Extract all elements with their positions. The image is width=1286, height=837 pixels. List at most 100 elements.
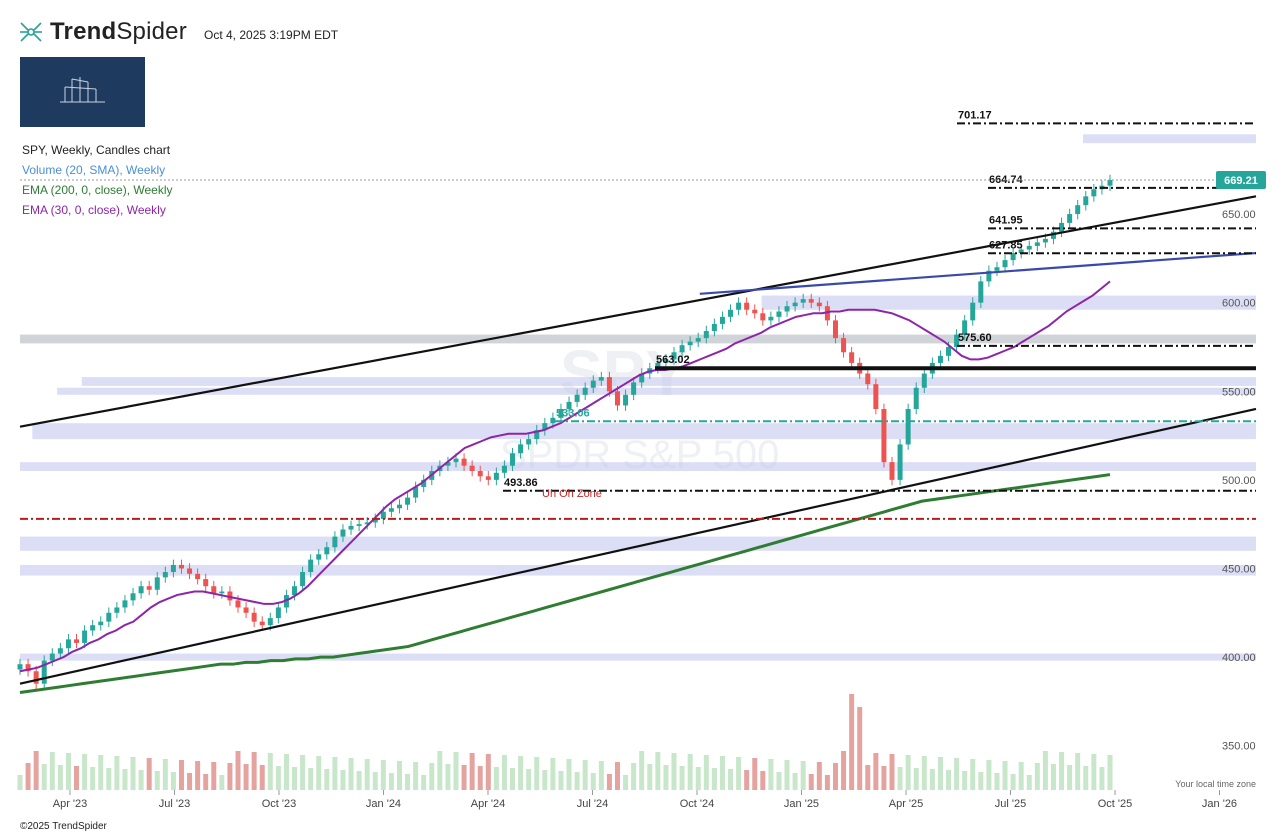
volume-bar [614, 762, 620, 790]
volume-bar [405, 774, 411, 790]
candle-body [542, 423, 548, 431]
legend-volume[interactable]: Volume (20, SMA), Weekly [22, 163, 166, 177]
x-tick-label: Jan '24 [366, 798, 401, 810]
candle-body [937, 355, 943, 363]
volume-bar [316, 756, 322, 790]
candle-body [590, 380, 596, 388]
candle-body [106, 612, 112, 622]
volume-bar [776, 772, 782, 790]
volume-bar [865, 765, 871, 790]
level-label: 641.95 [989, 214, 1023, 226]
candle-body [493, 472, 499, 480]
volume-bar [808, 774, 814, 790]
x-tick-label: Apr '23 [53, 798, 88, 810]
volume-bar [929, 769, 935, 790]
candle-body [348, 525, 354, 530]
candle-body [90, 625, 96, 631]
candle-body [574, 394, 580, 402]
volume-bar [243, 764, 249, 790]
volume-bar [744, 770, 750, 790]
volume-bar [138, 770, 144, 790]
candle-body [719, 316, 725, 324]
volume-bar [82, 754, 88, 790]
level-label: 575.60 [958, 332, 992, 344]
candle-body [808, 299, 814, 303]
candle-body [832, 320, 838, 339]
volume-bar [994, 773, 1000, 790]
volume-bar [413, 762, 419, 790]
legend-ema200[interactable]: EMA (200, 0, close), Weekly [22, 183, 173, 197]
y-tick-label: 450.00 [1222, 563, 1256, 575]
candle-body [978, 281, 984, 303]
volume-bar [485, 754, 491, 790]
volume-bar [195, 761, 201, 790]
candle-body [792, 302, 798, 307]
y-tick-label: 400.00 [1222, 652, 1256, 664]
candle-body [881, 408, 887, 463]
volume-bar [1075, 753, 1081, 790]
candle-body [461, 458, 467, 466]
zone-band [81, 377, 1256, 386]
candle-body [251, 612, 257, 622]
volume-bar [356, 771, 362, 790]
volume-bar [598, 761, 604, 790]
volume-bar [267, 753, 273, 790]
candle-body [736, 302, 742, 310]
candle-body [631, 382, 637, 395]
candle-body [243, 607, 249, 613]
candle-body [889, 462, 895, 480]
candle-body [41, 660, 47, 684]
volume-bar [954, 758, 960, 790]
volume-bar [259, 765, 265, 790]
volume-bar [534, 757, 540, 790]
candle-body [275, 607, 281, 619]
volume-bar [728, 769, 734, 790]
annotation-label: Uh Oh Zone [542, 488, 602, 500]
candle-body [784, 306, 790, 312]
candle-body [946, 346, 952, 356]
candle-body [1059, 222, 1065, 232]
zone-band [761, 295, 1256, 310]
candle-body [800, 299, 806, 303]
candle-body [655, 362, 661, 369]
trendline [19, 195, 1257, 428]
candle-body [203, 579, 209, 587]
volume-bar [962, 771, 968, 790]
volume-bar [98, 755, 104, 790]
level-label: 701.17 [958, 109, 992, 121]
volume-bar [74, 766, 80, 790]
volume-bar [703, 755, 709, 790]
level-label: 533.06 [556, 407, 590, 419]
zone-band [57, 387, 1257, 395]
candle-body [82, 630, 88, 643]
volume-bar [590, 773, 596, 790]
volume-bar [348, 758, 354, 790]
candle-body [962, 320, 968, 335]
volume-bar [832, 763, 838, 790]
volume-bar [655, 752, 661, 790]
volume-bar [1010, 774, 1016, 790]
candle-body [98, 621, 104, 626]
legend-ema30[interactable]: EMA (30, 0, close), Weekly [22, 203, 166, 217]
volume-bar [1091, 754, 1097, 790]
x-tick-label: Oct '23 [262, 798, 297, 810]
volume-bar [687, 754, 693, 790]
candle-body [324, 547, 330, 555]
ema200-line [19, 473, 1111, 695]
volume-bar [211, 762, 217, 790]
level-label: 563.02 [656, 354, 690, 366]
zone-band [20, 334, 1256, 344]
volume-bar [760, 771, 766, 790]
candle-body [921, 373, 927, 388]
candle-body [639, 373, 645, 383]
candle-body [332, 536, 338, 548]
candle-body [445, 462, 451, 466]
candle-body [752, 309, 758, 314]
volume-bar [380, 760, 386, 790]
candle-body [606, 377, 612, 392]
level-label: 493.86 [504, 477, 538, 489]
ema30-line [19, 280, 1111, 673]
candle-body [695, 338, 701, 342]
volume-bar [235, 751, 241, 790]
